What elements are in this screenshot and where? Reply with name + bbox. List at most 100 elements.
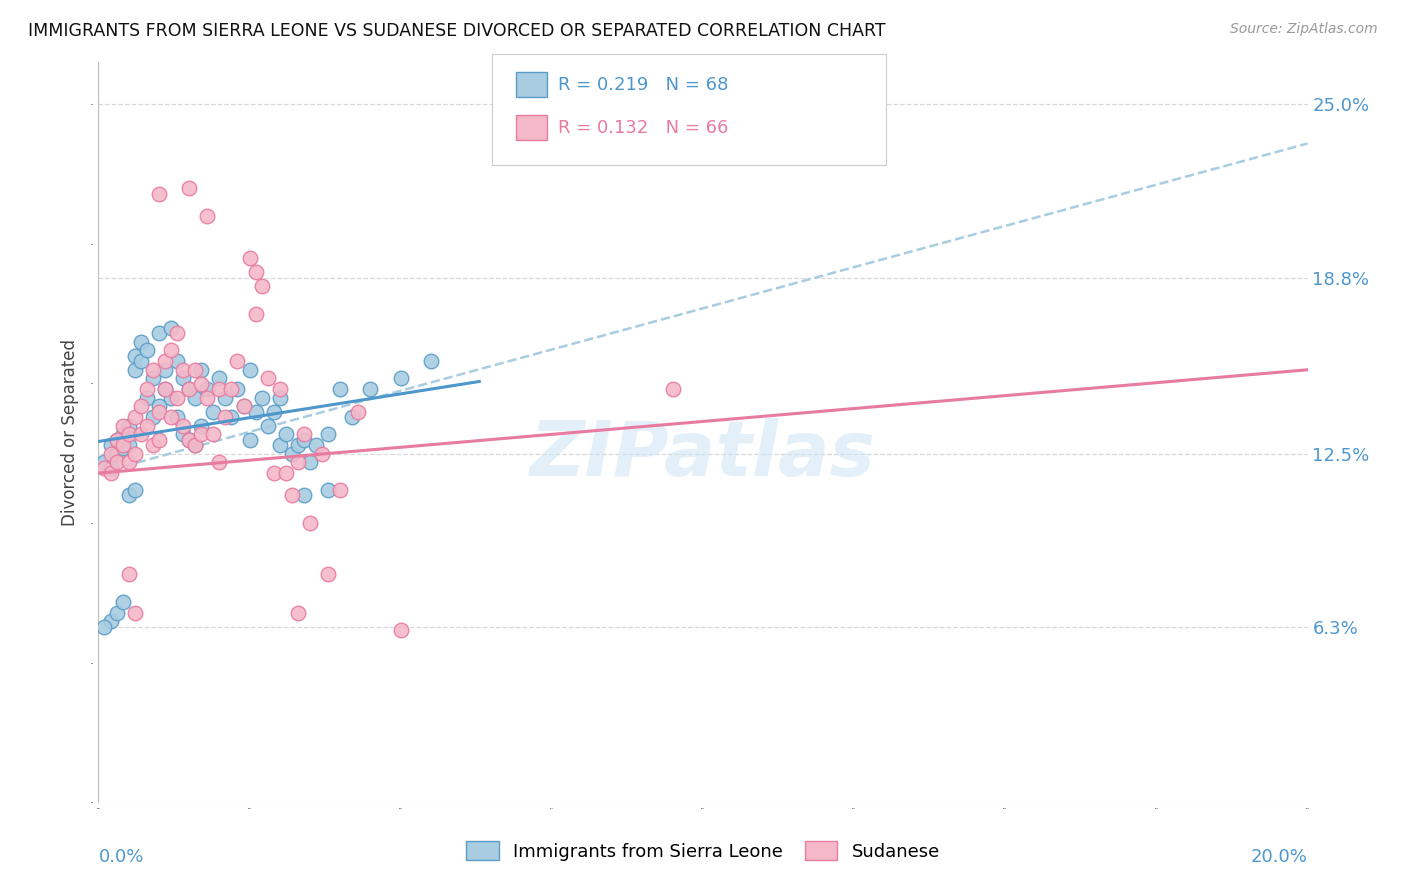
Point — [256, 371, 278, 385]
Point — [93, 620, 115, 634]
Point — [124, 410, 146, 425]
Point — [190, 363, 212, 377]
Point — [166, 354, 188, 368]
Point — [135, 418, 157, 433]
Point — [105, 433, 128, 447]
Point — [129, 334, 152, 349]
Point — [292, 488, 315, 502]
Point — [250, 279, 273, 293]
Point — [281, 488, 304, 502]
Text: 20.0%: 20.0% — [1251, 847, 1308, 865]
Point — [142, 410, 165, 425]
Point — [179, 382, 201, 396]
Point — [179, 181, 201, 195]
Point — [389, 371, 412, 385]
Point — [195, 209, 218, 223]
Point — [105, 446, 128, 460]
Point — [148, 326, 170, 341]
Point — [93, 455, 115, 469]
Point — [172, 427, 194, 442]
Point — [153, 363, 176, 377]
Point — [250, 391, 273, 405]
Point — [245, 307, 267, 321]
Point — [221, 410, 243, 425]
Point — [347, 405, 370, 419]
Point — [214, 410, 236, 425]
Point — [360, 382, 382, 396]
Point — [148, 399, 170, 413]
Point — [184, 438, 207, 452]
Point — [111, 427, 134, 442]
Point — [179, 433, 201, 447]
Point — [160, 343, 183, 358]
Point — [269, 382, 291, 396]
Text: 0.0%: 0.0% — [98, 847, 143, 865]
Point — [179, 382, 201, 396]
Point — [153, 382, 176, 396]
Point — [232, 399, 254, 413]
Point — [190, 376, 212, 391]
Point — [124, 483, 146, 497]
Point — [100, 446, 122, 460]
Point — [292, 433, 315, 447]
Point — [142, 363, 165, 377]
Point — [239, 251, 262, 265]
Point — [142, 438, 165, 452]
Point — [166, 391, 188, 405]
Point — [195, 391, 218, 405]
Point — [232, 399, 254, 413]
Point — [311, 446, 333, 460]
Point — [118, 488, 141, 502]
Point — [226, 354, 249, 368]
Point — [148, 433, 170, 447]
Point — [105, 606, 128, 620]
Point — [221, 382, 243, 396]
Point — [184, 391, 207, 405]
Point — [305, 438, 328, 452]
Point — [202, 427, 225, 442]
Point — [129, 399, 152, 413]
Point — [100, 614, 122, 628]
Point — [124, 606, 146, 620]
Point — [329, 483, 352, 497]
Text: ZIPatlas: ZIPatlas — [530, 417, 876, 491]
Point — [269, 391, 291, 405]
Point — [274, 466, 297, 480]
Point — [190, 418, 212, 433]
Point — [190, 427, 212, 442]
Point — [135, 382, 157, 396]
Point — [226, 382, 249, 396]
Text: IMMIGRANTS FROM SIERRA LEONE VS SUDANESE DIVORCED OR SEPARATED CORRELATION CHART: IMMIGRANTS FROM SIERRA LEONE VS SUDANESE… — [28, 22, 886, 40]
Point — [166, 326, 188, 341]
Point — [93, 460, 115, 475]
Point — [160, 321, 183, 335]
Point — [208, 382, 231, 396]
Point — [105, 455, 128, 469]
Text: R = 0.132   N = 66: R = 0.132 N = 66 — [558, 119, 728, 136]
Point — [129, 427, 152, 442]
Point — [124, 363, 146, 377]
Point — [274, 427, 297, 442]
Point — [245, 265, 267, 279]
Point — [153, 354, 176, 368]
Point — [118, 418, 141, 433]
Legend: Immigrants from Sierra Leone, Sudanese: Immigrants from Sierra Leone, Sudanese — [458, 834, 948, 868]
Point — [299, 516, 322, 531]
Point — [287, 606, 309, 620]
Point — [148, 186, 170, 201]
Point — [118, 566, 141, 581]
Point — [160, 410, 183, 425]
Point — [129, 354, 152, 368]
Point — [208, 371, 231, 385]
Point — [263, 466, 285, 480]
Point — [202, 405, 225, 419]
Point — [256, 418, 278, 433]
Point — [316, 427, 339, 442]
Point — [239, 433, 262, 447]
Point — [105, 433, 128, 447]
Point — [292, 427, 315, 442]
Point — [245, 405, 267, 419]
Point — [118, 438, 141, 452]
Text: R = 0.219   N = 68: R = 0.219 N = 68 — [558, 76, 728, 94]
Point — [208, 455, 231, 469]
